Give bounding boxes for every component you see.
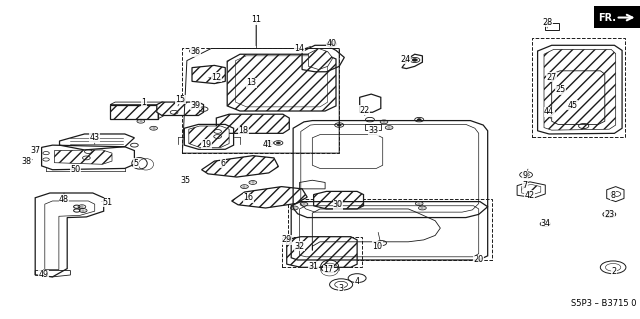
Text: FR.: FR. [598,12,616,23]
Text: 16: 16 [243,193,253,202]
Text: 8: 8 [611,191,616,200]
Polygon shape [157,102,204,115]
Text: 14: 14 [294,44,305,53]
Text: 34: 34 [541,219,551,228]
Text: 38: 38 [22,157,32,166]
Text: 2: 2 [612,267,617,276]
Text: 4: 4 [355,277,360,286]
Bar [545,23,559,30]
Text: 32: 32 [294,242,305,251]
Text: 45: 45 [568,101,578,110]
Text: 5: 5 [134,159,139,168]
Polygon shape [232,187,307,208]
Text: 1: 1 [141,98,147,107]
Text: 6: 6 [220,159,225,168]
Text: 29: 29 [282,235,292,244]
Text: 27: 27 [547,73,557,82]
Bar [365,124,381,130]
Circle shape [337,124,341,126]
Text: 28: 28 [542,18,552,27]
Text: 48: 48 [59,195,69,204]
Text: 11: 11 [251,15,261,24]
Text: 30: 30 [333,200,343,209]
Polygon shape [54,150,112,164]
Polygon shape [314,191,364,209]
Text: 41: 41 [262,140,273,149]
Text: 35: 35 [180,176,191,185]
Text: 49: 49 [38,271,49,279]
Bar [288,199,492,260]
Polygon shape [522,184,541,195]
Polygon shape [227,54,336,111]
Circle shape [412,59,417,61]
Polygon shape [308,48,333,70]
Text: 12: 12 [211,73,221,82]
Text: 33: 33 [368,126,378,135]
Polygon shape [216,114,289,133]
Text: 19: 19 [201,140,211,149]
Text: 9: 9 [522,171,527,180]
Text: 25: 25 [556,85,566,94]
Text: 23: 23 [604,210,614,219]
Circle shape [267,142,271,144]
Text: 39: 39 [190,101,200,110]
Polygon shape [202,156,278,177]
Text: 15: 15 [175,95,186,104]
Polygon shape [189,126,229,147]
Text: 24: 24 [400,55,410,63]
Bar [594,6,640,28]
Text: 17: 17 [323,265,333,274]
Text: 18: 18 [238,126,248,135]
Bar [182,48,339,153]
Text: 13: 13 [246,78,257,87]
Polygon shape [544,49,616,130]
Bar [532,38,625,137]
Polygon shape [287,237,357,267]
Text: 7: 7 [522,181,527,190]
Text: 51: 51 [102,198,113,207]
Text: 36: 36 [190,47,200,56]
Text: 20: 20 [474,256,484,264]
Circle shape [417,119,421,121]
Circle shape [276,142,280,144]
Polygon shape [192,65,225,84]
Text: 31: 31 [308,262,319,271]
Text: 40: 40 [326,39,337,48]
Text: 42: 42 [525,191,535,200]
Text: 10: 10 [372,242,383,251]
Circle shape [329,43,334,45]
Polygon shape [110,105,158,119]
Text: 44: 44 [544,107,554,116]
Text: 3: 3 [339,284,344,293]
Text: 50: 50 [70,165,81,174]
Bar [282,237,362,267]
Text: S5P3 – B3715 0: S5P3 – B3715 0 [572,299,637,308]
Text: 43: 43 [90,133,100,142]
Text: 37: 37 [30,146,40,155]
Text: 22: 22 [360,106,370,115]
